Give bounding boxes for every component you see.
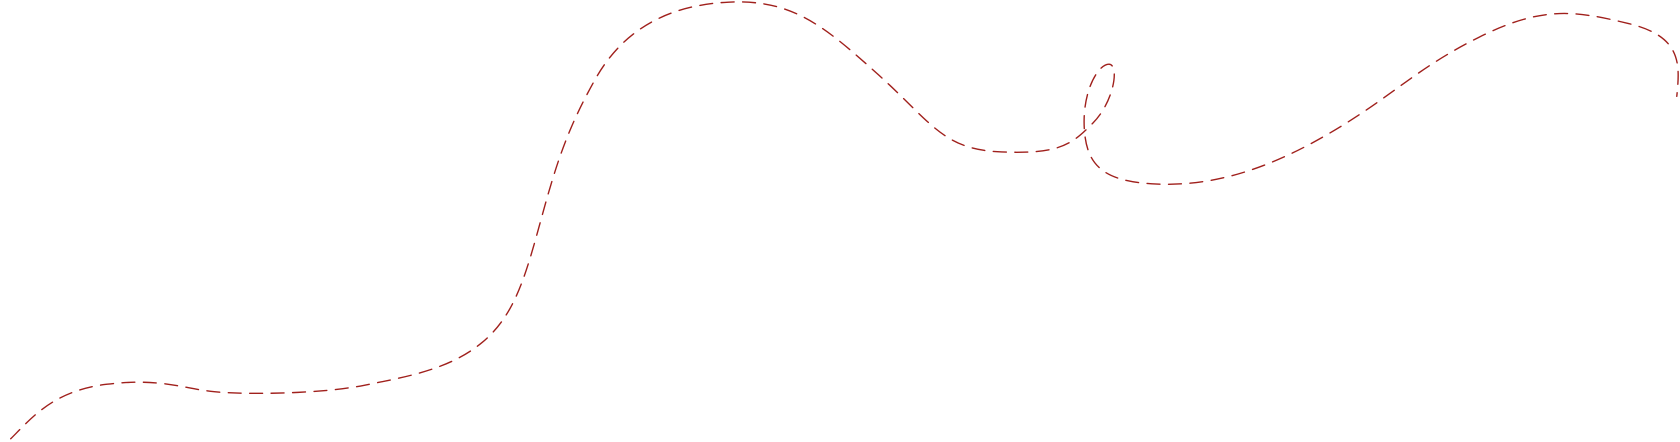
dashed-curve xyxy=(10,1,1679,440)
